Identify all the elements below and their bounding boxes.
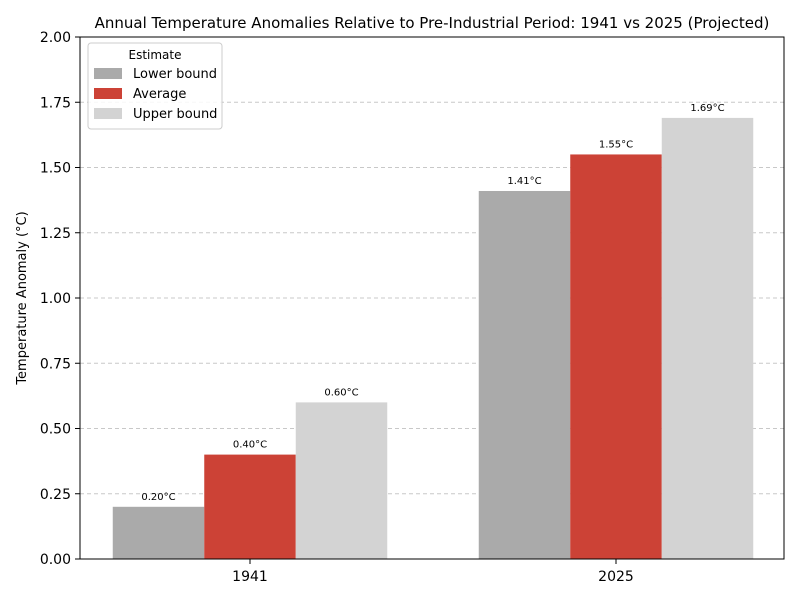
legend-swatch — [94, 108, 122, 119]
data-labels-layer: 0.20°C 0.40°C 0.60°C 1.41°C 1.55°C 1.69°C — [141, 103, 724, 503]
x-axis-ticks: 1941 2025 — [232, 559, 634, 585]
bar-lower-bound-1941 — [112, 506, 205, 559]
bar-upper-bound-2025 — [661, 117, 754, 559]
data-label: 0.60°C — [324, 387, 358, 398]
bars-layer — [112, 117, 754, 560]
y-tick-label: 0.50 — [40, 422, 71, 438]
bar-upper-bound-1941 — [295, 402, 388, 559]
legend: Estimate Lower bound Average Upper bound — [87, 42, 223, 130]
legend-swatch — [94, 68, 122, 79]
data-label: 1.55°C — [599, 139, 633, 150]
legend-label: Upper bound — [133, 107, 217, 122]
y-tick-label: 1.50 — [40, 161, 71, 177]
data-label: 1.41°C — [507, 176, 541, 187]
y-tick-label: 1.75 — [40, 95, 71, 111]
y-tick-label: 1.00 — [40, 291, 71, 307]
chart-title: Annual Temperature Anomalies Relative to… — [95, 14, 770, 32]
bar-lower-bound-2025 — [478, 190, 571, 560]
y-tick-label: 0.00 — [40, 552, 71, 568]
y-tick-label: 2.00 — [40, 30, 71, 46]
y-tick-label: 1.25 — [40, 226, 71, 242]
legend-items: Lower bound Average Upper bound — [94, 67, 217, 122]
y-axis-label: Temperature Anomaly (°C) — [15, 211, 30, 385]
data-label: 1.69°C — [690, 103, 724, 114]
grid-layer — [80, 101, 784, 495]
y-axis-ticks: 0.00 0.25 0.50 0.75 1.00 1.25 1.50 1.75 2.00 — [40, 30, 80, 568]
y-tick-label: 0.25 — [40, 487, 71, 503]
bar-average-2025 — [570, 154, 662, 559]
legend-title: Estimate — [128, 48, 181, 62]
legend-label: Average — [133, 87, 186, 102]
y-tick-label: 0.75 — [40, 356, 71, 372]
x-tick-label: 2025 — [598, 569, 634, 585]
legend-frame — [87, 42, 223, 130]
x-tick-label: 1941 — [232, 569, 268, 585]
legend-swatch — [94, 88, 122, 99]
legend-label: Lower bound — [133, 67, 217, 82]
bar-average-1941 — [204, 454, 296, 559]
data-label: 0.40°C — [233, 440, 267, 451]
data-label: 0.20°C — [141, 492, 175, 503]
